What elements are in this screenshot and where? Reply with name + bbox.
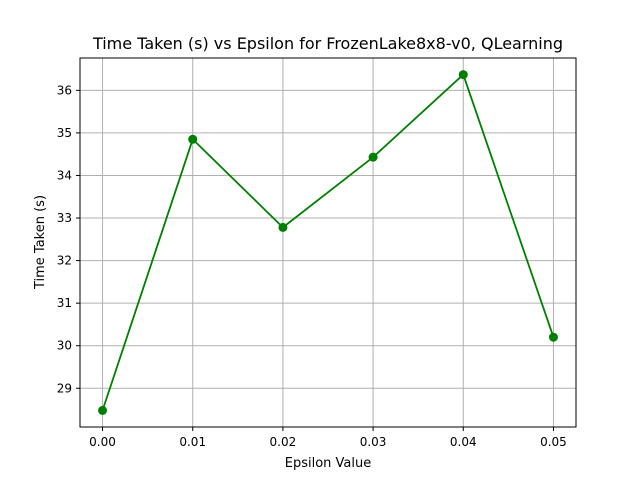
- data-point: [278, 222, 288, 232]
- data-point: [98, 405, 108, 415]
- y-tick-label: 32: [57, 254, 72, 268]
- y-tick-label: 36: [57, 83, 72, 97]
- y-axis-ticks: 29 30 31 32 33 34 35 36: [57, 83, 80, 395]
- chart-title: Time Taken (s) vs Epsilon for FrozenLake…: [92, 34, 563, 53]
- x-tick-label: 0.03: [360, 435, 387, 449]
- y-tick-label: 33: [57, 211, 72, 225]
- x-axis-label: Epsilon Value: [285, 456, 372, 471]
- y-tick-label: 35: [57, 126, 72, 140]
- y-tick-label: 34: [57, 168, 72, 182]
- data-point: [188, 134, 198, 144]
- series-layer: [98, 70, 558, 415]
- data-point: [368, 152, 378, 162]
- data-point: [548, 332, 558, 342]
- y-axis-label: Time Taken (s): [33, 195, 48, 290]
- plot-frame: [79, 57, 577, 428]
- x-tick-label: 0.05: [540, 435, 567, 449]
- y-tick-label: 29: [57, 381, 72, 395]
- x-tick-label: 0.04: [450, 435, 477, 449]
- x-tick-label: 0.01: [179, 435, 206, 449]
- series-line: [101, 73, 555, 411]
- data-point: [458, 70, 468, 80]
- x-axis-ticks: 0.00 0.01 0.02 0.03 0.04 0.05: [89, 427, 567, 449]
- x-tick-label: 0.00: [89, 435, 116, 449]
- y-tick-label: 30: [57, 339, 72, 353]
- y-tick-label: 31: [57, 296, 72, 310]
- grid-layer: [80, 58, 576, 427]
- x-tick-label: 0.02: [270, 435, 297, 449]
